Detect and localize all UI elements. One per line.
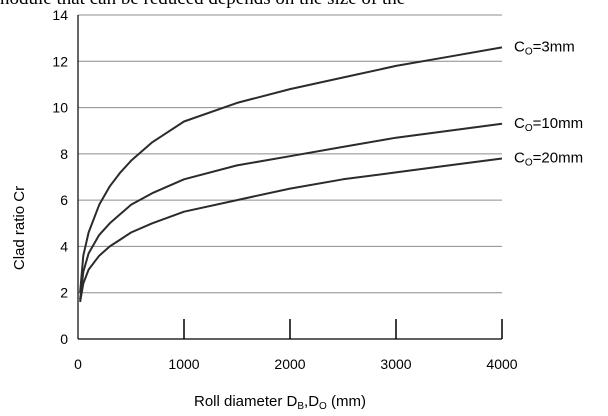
y-tick-label: 6 — [60, 192, 68, 208]
y-tick-label: 2 — [60, 285, 68, 301]
y-tick-label: 0 — [60, 331, 68, 347]
y-tick-label: 8 — [60, 146, 68, 162]
x-axis-label-unit: (mm) — [327, 393, 366, 410]
x-axis-label-mid: ,D — [304, 393, 319, 410]
page-text-fragment: nodule that can be reduced depends on th… — [0, 0, 608, 10]
y-axis-label: Clad ratio Cr — [11, 186, 28, 270]
x-tick-label: 2000 — [274, 356, 305, 372]
series-label-1: CO=3mm — [514, 38, 575, 57]
series-line-2 — [79, 122, 503, 300]
axes — [77, 15, 503, 340]
y-tick-label: 14 — [52, 7, 68, 23]
x-tick-label: 3000 — [380, 356, 411, 372]
y-tick-label: 10 — [52, 100, 68, 116]
x-axis-label: Roll diameter DB,DO (mm) — [194, 393, 366, 412]
series-lines — [79, 46, 503, 303]
x-axis-label-sub-b: B — [297, 401, 304, 412]
series-labels: CO=3mm CO=10mm CO=20mm — [514, 38, 583, 168]
x-tick-label: 1000 — [168, 356, 199, 372]
series-line-1 — [79, 46, 503, 293]
x-axis-label-main: Roll diameter D — [194, 393, 298, 410]
tick-labels: 0 2 4 6 8 10 12 14 0 1000 2000 3000 4000 — [52, 7, 517, 372]
series-line-3 — [79, 157, 503, 303]
x-tick-label: 4000 — [486, 356, 517, 372]
x-tick-label: 0 — [74, 356, 82, 372]
y-tick-label: 12 — [52, 53, 68, 69]
series-label-3: CO=20mm — [514, 149, 583, 168]
x-axis-label-sub-o: O — [319, 401, 327, 412]
gridlines — [78, 14, 502, 294]
series-label-2: CO=10mm — [514, 115, 583, 134]
y-tick-label: 4 — [60, 238, 68, 254]
